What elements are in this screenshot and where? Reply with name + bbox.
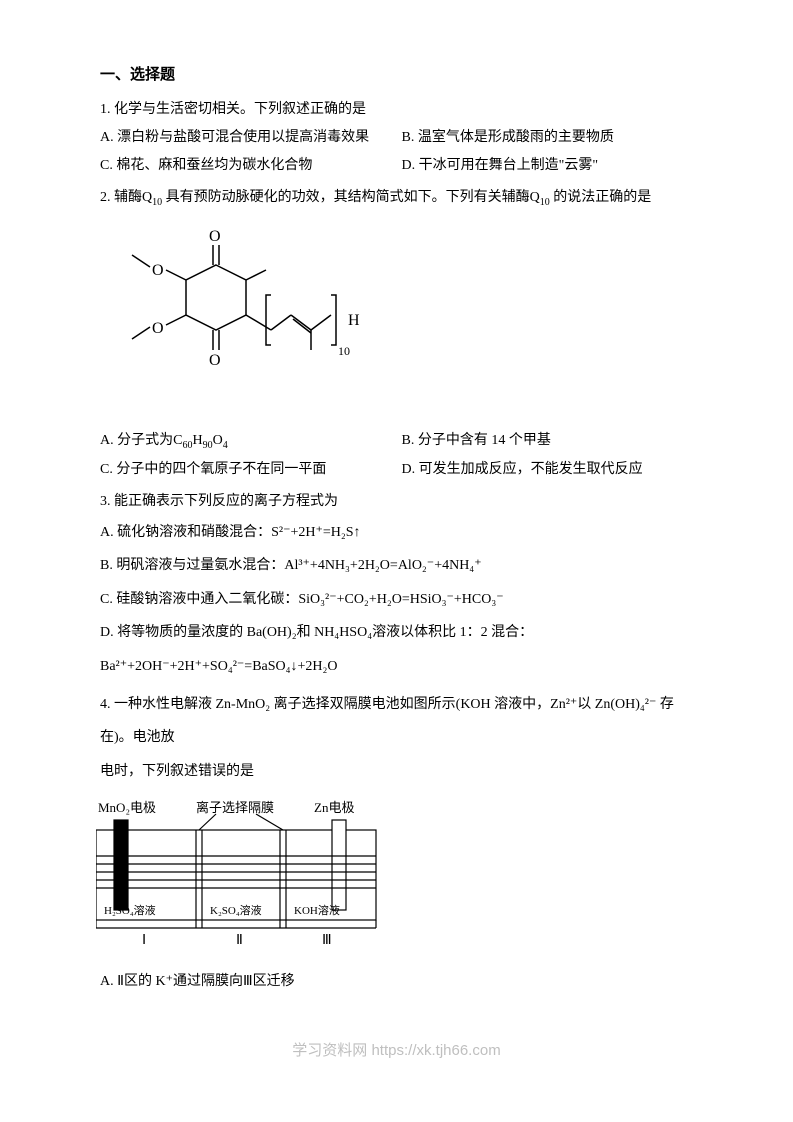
q2-text-mid: 具有预防动脉硬化的功效，其结构简式如下。下列有关辅酶Q xyxy=(162,190,540,205)
diagram-label-mno2: MnO₂电极 xyxy=(98,800,156,815)
struct-o-ul: O xyxy=(152,262,164,279)
question-4-text2: 电时，下列叙述错误的是 xyxy=(100,755,703,789)
diagram-region-1: Ⅰ xyxy=(142,933,146,948)
q3-option-b: B. 明矾溶液与过量氨水混合：Al³⁺+4NH₃+2H₂O=AlO₂⁻+4NH₄… xyxy=(100,549,703,583)
question-1-text: 1. 化学与生活密切相关。下列叙述正确的是 xyxy=(100,96,703,124)
diagram-sol1: H₂SO₄溶液 xyxy=(104,903,156,917)
q2-sub2: 10 xyxy=(540,197,550,208)
q2a-s2: 90 xyxy=(203,440,213,451)
q2-sub1: 10 xyxy=(152,197,162,208)
question-2-text: 2. 辅酶Q10 具有预防动脉硬化的功效，其结构简式如下。下列有关辅酶Q10 的… xyxy=(100,184,703,213)
question-4-text: 4. 一种水性电解液 Zn-MnO₂ 离子选择双隔膜电池如图所示(KOH 溶液中… xyxy=(100,688,703,755)
q1-option-c: C. 棉花、麻和蚕丝均为碳水化合物 xyxy=(100,152,402,180)
coenzyme-q10-structure: O O O O xyxy=(96,225,703,415)
struct-sub10: 10 xyxy=(338,344,350,358)
question-2-row2: C. 分子中的四个氧原子不在同一平面 D. 可发生加成反应，不能发生取代反应 xyxy=(100,456,703,484)
q3-option-a: A. 硫化钠溶液和硝酸混合：S²⁻+2H⁺=H₂S↑ xyxy=(100,516,703,550)
q1-option-b: B. 温室气体是形成酸雨的主要物质 xyxy=(402,124,704,152)
battery-diagram: MnO₂电极 离子选择隔膜 Zn电极 xyxy=(96,798,703,958)
q2-text-post: 的说法正确的是 xyxy=(550,190,652,205)
struct-o-bottom: O xyxy=(209,352,221,369)
question-3: 3. 能正确表示下列反应的离子方程式为 A. 硫化钠溶液和硝酸混合：S²⁻+2H… xyxy=(100,488,703,684)
q2a-m2: O xyxy=(213,433,223,448)
q2a-s1: 60 xyxy=(182,440,192,451)
diagram-label-membrane: 离子选择隔膜 xyxy=(196,800,274,815)
q4-option-a: A. Ⅱ区的 K⁺通过隔膜向Ⅲ区迁移 xyxy=(100,968,703,996)
q2a-pre: A. 分子式为C xyxy=(100,433,182,448)
q2a-s3: 4 xyxy=(223,440,228,451)
q2a-m: H xyxy=(192,433,202,448)
q1-option-a: A. 漂白粉与盐酸可混合使用以提高消毒效果 xyxy=(100,124,402,152)
page-footer: 学习资料网 https://xk.tjh66.com xyxy=(0,1036,793,1066)
struct-o-ll: O xyxy=(152,320,164,337)
q2-text-pre: 2. 辅酶Q xyxy=(100,190,152,205)
question-1-row1: A. 漂白粉与盐酸可混合使用以提高消毒效果 B. 温室气体是形成酸雨的主要物质 xyxy=(100,124,703,152)
q3-option-c: C. 硅酸钠溶液中通入二氧化碳：SiO₃²⁻+CO₂+H₂O=HSiO₃⁻+HC… xyxy=(100,583,703,617)
q3-option-d-pre: D. 将等物质的量浓度的 Ba(OH)₂和 NH₄HSO₄溶液以体积比 1：2 … xyxy=(100,616,703,650)
question-2: 2. 辅酶Q10 具有预防动脉硬化的功效，其结构简式如下。下列有关辅酶Q10 的… xyxy=(100,184,703,484)
struct-o-top: O xyxy=(209,228,221,245)
section-title: 一、选择题 xyxy=(100,60,703,90)
question-1-row2: C. 棉花、麻和蚕丝均为碳水化合物 D. 干冰可用在舞台上制造"云雾" xyxy=(100,152,703,180)
struct-H: H xyxy=(348,312,360,329)
diagram-label-zn: Zn电极 xyxy=(314,800,354,815)
diagram-sol3: KOH溶液 xyxy=(294,903,340,917)
diagram-sol2: K₂SO₄溶液 xyxy=(210,903,262,917)
q3-option-d-eq: Ba²⁺+2OH⁻+2H⁺+SO₄²⁻=BaSO₄↓+2H₂O xyxy=(100,650,703,684)
q2-option-b: B. 分子中含有 14 个甲基 xyxy=(402,427,704,456)
q2-option-a: A. 分子式为C60H90O4 xyxy=(100,427,402,456)
question-1: 1. 化学与生活密切相关。下列叙述正确的是 A. 漂白粉与盐酸可混合使用以提高消… xyxy=(100,96,703,180)
q1-option-d: D. 干冰可用在舞台上制造"云雾" xyxy=(402,152,704,180)
q2-option-d: D. 可发生加成反应，不能发生取代反应 xyxy=(402,456,704,484)
question-4: 4. 一种水性电解液 Zn-MnO₂ 离子选择双隔膜电池如图所示(KOH 溶液中… xyxy=(100,688,703,997)
diagram-region-3: Ⅲ xyxy=(322,933,332,948)
question-3-text: 3. 能正确表示下列反应的离子方程式为 xyxy=(100,488,703,516)
question-2-row1: A. 分子式为C60H90O4 B. 分子中含有 14 个甲基 xyxy=(100,427,703,456)
diagram-region-2: Ⅱ xyxy=(236,933,243,948)
q2-option-c: C. 分子中的四个氧原子不在同一平面 xyxy=(100,456,402,484)
